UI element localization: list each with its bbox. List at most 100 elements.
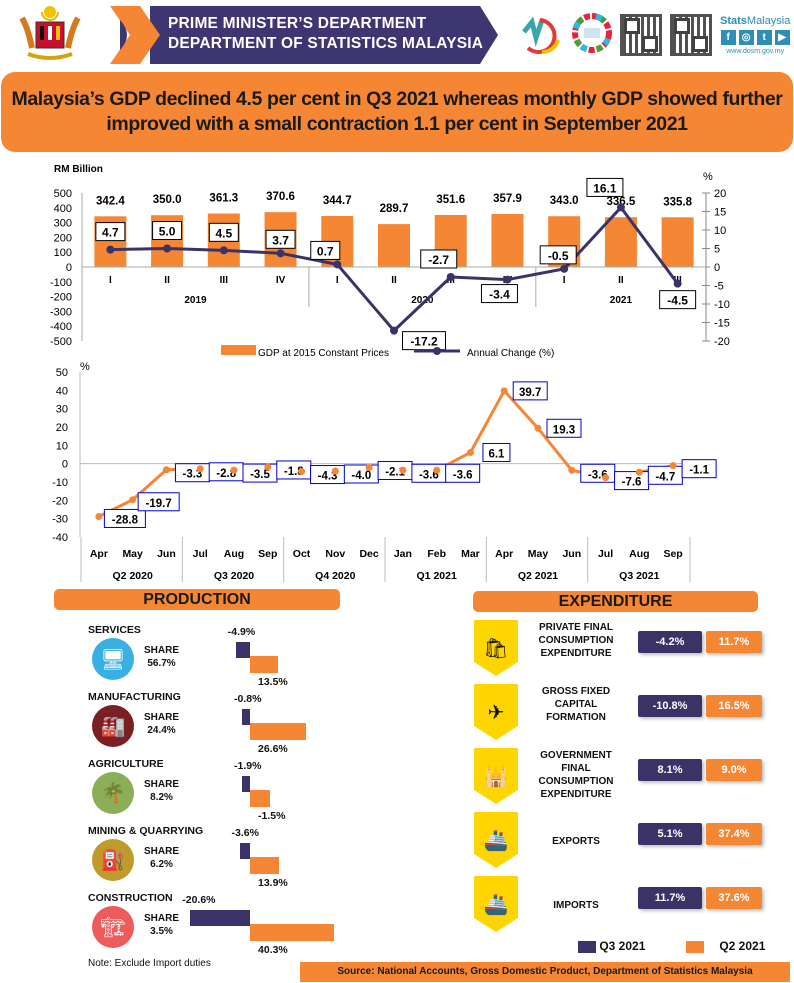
q3-2021-value: -4.9% [227,626,256,638]
monthly-label: -28.8 [112,514,139,526]
production-note: Note: Exclude Import duties [88,958,211,969]
production-row: AGRICULTURE 🌴 SHARE 8.2% -1.9% -1.5% [0,746,400,822]
production-row: MANUFACTURING 🏭 SHARE 24.4% -0.8% 26.6% [0,679,400,755]
annual-change-label-box [539,245,577,265]
month-label: Oct [293,548,311,560]
coat-of-arms-logo [18,4,82,64]
gdp-bar-label: 350.0 [153,194,182,206]
monthly-gdp-point [230,466,238,474]
annual-change-point [333,260,342,269]
annual-change-point [673,279,682,288]
annual-change-label: 3.7 [272,233,289,247]
monthly-label: -3.3 [183,469,203,481]
monthly-label-box [445,463,481,483]
q3-2021-bar [235,642,250,658]
q2-2021-value: 26.6% [258,743,288,755]
right-tick-label: -5 [714,281,724,293]
monthly-label: -7.6 [622,477,642,489]
youtube-icon[interactable]: ▶ [774,30,790,45]
monthly-gdp-point [196,465,204,473]
month-label: Nov [325,548,345,560]
monthly-label-box [137,492,180,512]
website-url[interactable]: www.dosm.gov.my [726,48,785,55]
q3-2021-value: 8.1% [638,759,702,781]
mining-icon: ⛽ [92,839,134,881]
monthly-gdp-point [162,466,170,474]
y-tick-label: -10 [52,477,68,489]
header-line-2: DEPARTMENT OF STATISTICS MALAYSIA [168,35,484,52]
q2-2021-bar [250,723,306,740]
expenditure-label: EXPORTS [552,836,600,847]
right-tick-label: 20 [714,188,726,200]
annual-change-point [503,275,512,284]
annual-change-label-box [310,240,341,260]
left-axis-title: RM Billion [54,164,103,175]
year-label: 2020 [411,295,434,306]
gdp-bar [661,217,694,267]
right-tick-label: 0 [714,262,720,274]
quarter-label: II [618,275,624,286]
sector-label: MINING & QUARRYING [88,825,204,837]
brand-name: StatsMalaysia [720,15,791,27]
instagram-icon[interactable]: ◎ [738,30,754,45]
quarter-group-label: Q4 2020 [315,570,355,582]
monthly-gdp-point [466,448,474,456]
monthly-gdp-point [129,496,137,504]
y-axis-title: % [80,361,90,373]
annual-change-label-box [95,222,126,242]
right-tick-label: -10 [714,299,730,311]
q2-2021-value: -1.5% [258,810,286,822]
qr-code-facebook-icon[interactable] [670,14,712,56]
annual-change-point [219,246,228,255]
annual-change-label-box [420,249,458,269]
monthly-gdp-point [635,468,643,476]
facebook-icon[interactable]: f [720,30,736,45]
month-label: Feb [427,548,446,560]
quarter-group-label: Q3 2020 [214,570,254,582]
production-row: MINING & QUARRYING ⛽ SHARE 6.2% -3.6% 13.9% [0,813,400,889]
q3-2021-value: -3.6% [231,827,259,839]
month-label: Jul [193,548,208,560]
quarter-label: I [109,275,112,286]
legend-q3: Q3 2021 [578,939,645,953]
q2-2021-bar [250,924,335,941]
q2-2021-bar [250,790,270,807]
annual-change-label: -4.5 [667,294,688,308]
manufacturing-icon: 🏭 [92,705,134,747]
source-footer: Source: National Accounts, Gross Domesti… [300,962,790,982]
year-label: 2021 [610,295,633,306]
expenditure-label: GROSS FIXED CAPITAL FORMATION [541,686,611,723]
twitter-icon[interactable]: t [756,30,772,45]
monthly-gdp-point [568,466,576,474]
sector-share: SHARE 3.5% [144,912,179,938]
annual-change-point [276,249,285,258]
building-plane-icon: ✈ [474,684,518,740]
quarter-group-label: Q2 2021 [518,570,558,582]
quarter-group-label: Q1 2021 [417,570,457,582]
qr-code-icon[interactable] [620,14,662,56]
month-label: Mar [461,548,480,560]
quarter-group-label: Q2 2020 [113,570,153,582]
y-tick-label: 40 [56,385,68,397]
legend-line-marker [433,347,441,355]
monthly-label-box [681,459,717,479]
sector-label: SERVICES [88,624,141,636]
quarter-label: III [220,275,229,286]
monthly-label-box [546,418,582,438]
quarter-label: II [164,275,170,286]
import-ship-icon: 🚢 [474,876,518,932]
q2-2021-value: 11.7% [706,631,762,653]
legend-q3-label: Q3 2021 [599,939,646,953]
q3-2021-value: 11.7% [638,887,702,909]
headline-banner: Malaysia’s GDP declined 4.5 per cent in … [1,72,793,152]
production-section: SERVICES 🖥 SHARE 56.7% -4.9% 13.5% MANUFACTURI… [0,612,400,962]
annual-change-point [163,244,172,253]
annual-change-label-box [659,290,697,310]
sector-share: SHARE 8.2% [144,778,179,804]
production-header: PRODUCTION [54,589,340,610]
stats-malaysia-brand: StatsMalaysia f ◎ t ▶ www.dosm.gov.my [720,15,790,55]
quarter-label: I [336,275,339,286]
right-tick-label: 15 [714,207,726,219]
monthly-label: -19.7 [146,498,172,510]
